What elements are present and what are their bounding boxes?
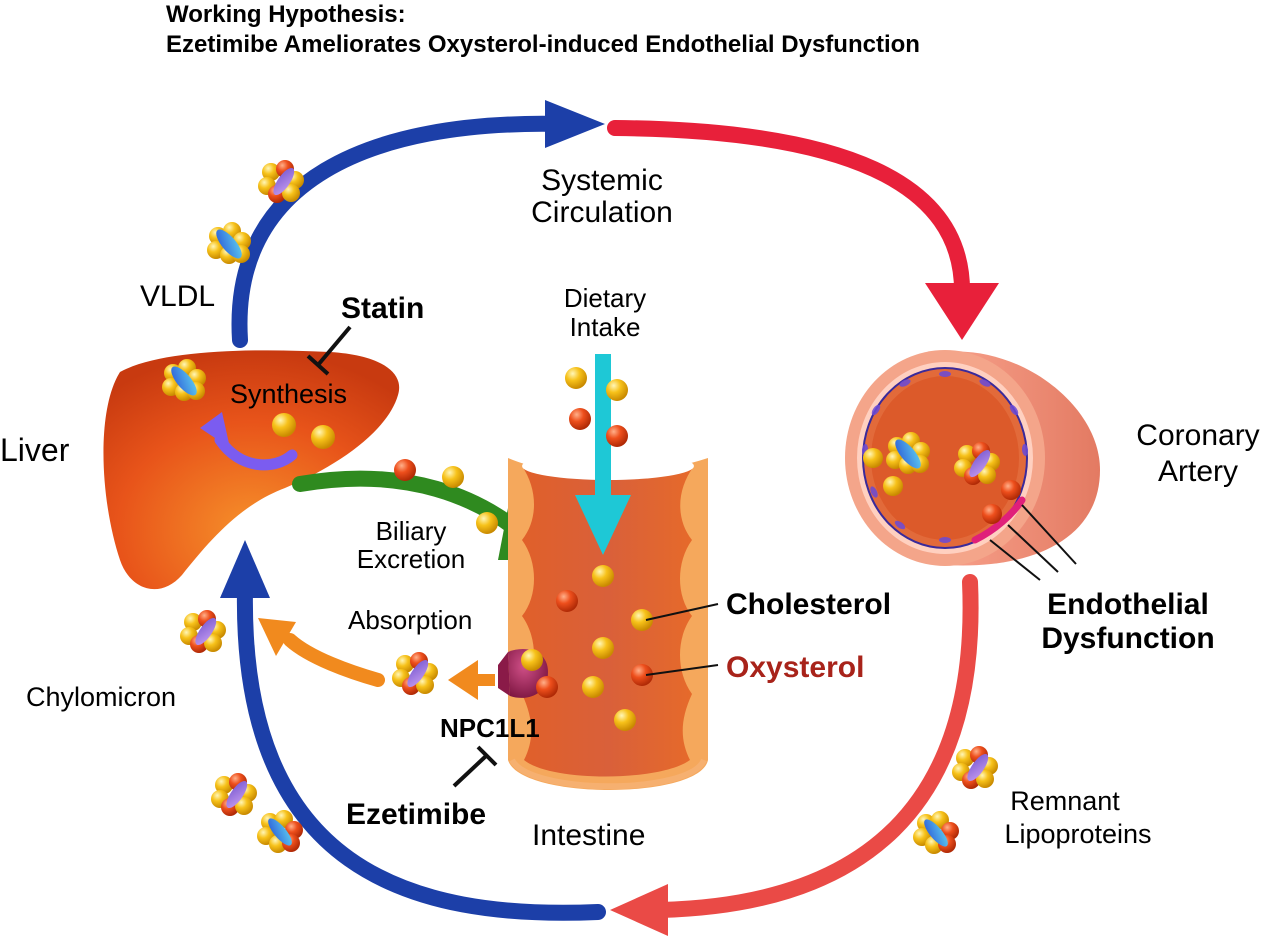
oxysterol-particle bbox=[1001, 480, 1021, 500]
vldl-label: VLDL bbox=[140, 280, 215, 313]
remnant-lipoprotein-particle bbox=[913, 811, 959, 854]
cholesterol-particle bbox=[311, 425, 335, 449]
synthesis-arrow bbox=[200, 412, 298, 471]
cholesterol-particle bbox=[606, 379, 628, 401]
npc1l1-transporter bbox=[498, 649, 558, 698]
cholesterol-particle bbox=[272, 413, 296, 437]
npc1l1-label: NPC1L1 bbox=[440, 713, 540, 743]
cholesterol-particle bbox=[582, 676, 604, 698]
title-line-2: Ezetimibe Ameliorates Oxysterol-induced … bbox=[166, 31, 920, 58]
oxysterol-particle bbox=[982, 504, 1002, 524]
cholesterol-leader-line bbox=[645, 603, 719, 621]
cholesterol-label: Cholesterol bbox=[726, 588, 891, 621]
systemic-to-artery-arrow bbox=[607, 120, 999, 340]
cholesterol-particle bbox=[614, 709, 636, 731]
systemic-circulation-label-1: Systemic bbox=[541, 164, 663, 197]
cholesterol-particle bbox=[863, 448, 883, 468]
remnant-return-arrow bbox=[610, 574, 979, 936]
cholesterol-particle bbox=[592, 565, 614, 587]
cholesterol-particle bbox=[565, 367, 587, 389]
remnant-lipoproteins-label-2: Lipoproteins bbox=[1004, 819, 1151, 849]
endothelial-leader-lines bbox=[989, 504, 1077, 581]
remnant-lipoproteins-label-1: Remnant bbox=[1010, 786, 1120, 816]
dietary-intake-label-2: Intake bbox=[570, 312, 641, 342]
statin-inhibition-symbol bbox=[306, 325, 352, 376]
liver-organ bbox=[103, 350, 400, 590]
endothelial-dysfunction-label-2: Dysfunction bbox=[1041, 622, 1214, 655]
chylomicron-label: Chylomicron bbox=[26, 682, 176, 712]
cholesterol-particle bbox=[631, 609, 653, 631]
title-line-1: Working Hypothesis: bbox=[166, 1, 406, 28]
vldl-secretion-arrow bbox=[231, 100, 605, 348]
cholesterol-particle bbox=[592, 637, 614, 659]
oxysterol-particle bbox=[394, 459, 416, 481]
cholesterol-particle bbox=[476, 512, 498, 534]
absorption-label: Absorption bbox=[348, 605, 472, 635]
oxysterol-particle bbox=[631, 664, 653, 686]
biliary-excretion-label-2: Excretion bbox=[357, 544, 465, 574]
ezetimibe-label: Ezetimibe bbox=[346, 798, 486, 831]
oxysterol-particle bbox=[569, 408, 591, 430]
endothelial-dysfunction-label-1: Endothelial bbox=[1047, 588, 1209, 621]
statin-label: Statin bbox=[341, 292, 424, 325]
ezetimibe-inhibition-symbol bbox=[452, 745, 498, 788]
dietary-intake-label-1: Dietary bbox=[564, 283, 646, 313]
vldl-particle bbox=[258, 160, 304, 203]
oxysterol-leader-line bbox=[645, 664, 719, 676]
hepatic-uptake-arrow bbox=[220, 540, 606, 921]
coronary-artery-label-1: Coronary bbox=[1136, 419, 1259, 452]
oxysterol-label: Oxysterol bbox=[726, 651, 864, 684]
chylomicron-particle bbox=[180, 610, 226, 653]
liver-label: Liver bbox=[0, 432, 70, 468]
intestine-label: Intestine bbox=[532, 819, 645, 852]
cholesterol-particle bbox=[883, 476, 903, 496]
biliary-excretion-label-1: Biliary bbox=[376, 516, 447, 546]
cholesterol-particle bbox=[442, 466, 464, 488]
chylomicron-particle bbox=[211, 773, 257, 816]
systemic-circulation-label-2: Circulation bbox=[531, 196, 673, 229]
absorption-arrow bbox=[258, 618, 495, 700]
synthesis-label: Synthesis bbox=[230, 379, 347, 409]
oxysterol-particle bbox=[606, 425, 628, 447]
vldl-particle bbox=[207, 222, 251, 264]
coronary-artery-label-2: Artery bbox=[1158, 455, 1238, 488]
chylomicron-particle bbox=[392, 652, 438, 695]
oxysterol-particle bbox=[556, 590, 578, 612]
remnant-lipoprotein-particle bbox=[952, 746, 998, 789]
intestine-organ bbox=[508, 452, 708, 790]
